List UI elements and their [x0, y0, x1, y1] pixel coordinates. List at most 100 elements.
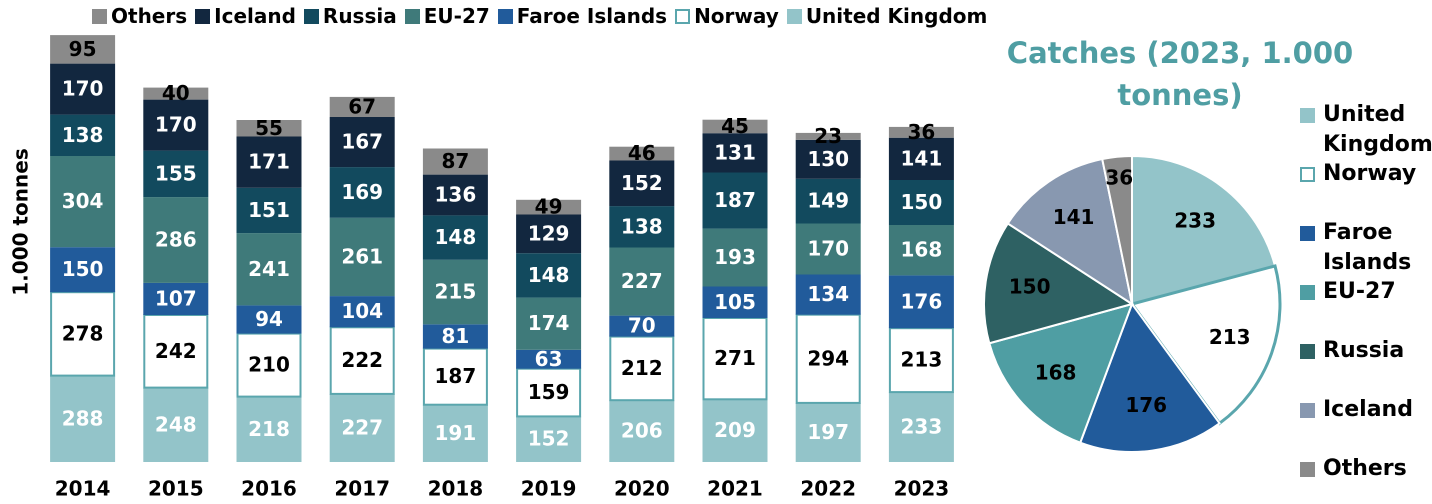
bar-segment	[422, 148, 488, 175]
data-label: 67	[348, 94, 376, 118]
bar-segment	[702, 119, 768, 134]
legend-swatch	[786, 8, 802, 24]
bar-segment	[609, 247, 675, 316]
x-tick-label: 2017	[334, 477, 390, 501]
data-label: 227	[341, 415, 383, 439]
bar-segment	[702, 286, 768, 318]
data-label: 94	[255, 307, 283, 331]
bar-segment	[143, 387, 209, 462]
bar-segment	[329, 393, 395, 462]
bar-segment	[702, 399, 768, 462]
data-label: 278	[62, 321, 104, 345]
legend-item: Faroe Islands	[1300, 218, 1432, 278]
legend-item: Others	[1300, 454, 1432, 484]
x-tick-label: 2019	[521, 477, 577, 501]
legend-label: Faroe Islands	[1323, 220, 1412, 275]
data-label: 167	[341, 130, 383, 154]
bar-segment	[236, 136, 302, 188]
data-label: 149	[807, 189, 849, 213]
data-label: 288	[62, 406, 104, 430]
legend-label: Iceland	[1323, 397, 1413, 422]
data-label: 168	[901, 238, 943, 262]
bar-segment	[795, 223, 861, 275]
bar-segment	[702, 133, 768, 173]
data-label: 248	[155, 412, 197, 436]
data-label: 187	[714, 188, 756, 212]
data-label: 222	[341, 348, 383, 372]
data-label: 150	[62, 257, 104, 281]
data-label: 55	[255, 116, 283, 140]
data-label: 87	[441, 149, 469, 173]
data-label: 49	[535, 195, 563, 219]
bar-segment	[329, 217, 395, 297]
data-label: 152	[621, 171, 663, 195]
legend-swatch	[1300, 462, 1315, 477]
bar-segment	[609, 400, 675, 462]
data-label: 271	[714, 346, 756, 370]
bar-segment	[516, 297, 582, 350]
bar-segment	[236, 233, 302, 306]
data-label: 206	[621, 419, 663, 443]
bar-segment	[888, 225, 954, 276]
bar-segment	[422, 174, 488, 216]
pie-slice	[983, 222, 1135, 345]
bar-segment	[422, 404, 488, 462]
legend-swatch	[303, 8, 319, 24]
data-label: 148	[528, 263, 570, 287]
legend-label: Faroe Islands	[516, 4, 668, 28]
data-label: 130	[807, 147, 849, 171]
data-label: 107	[155, 286, 197, 310]
bar-segment	[516, 253, 582, 298]
pie-slice	[1078, 301, 1221, 453]
data-label: 169	[341, 180, 383, 204]
bar-segment	[888, 126, 954, 138]
data-label: 136	[435, 183, 477, 207]
bar-segment	[702, 317, 768, 401]
data-label: 141	[1053, 205, 1095, 229]
bar-segment	[795, 402, 861, 462]
legend-item: United Kingdom	[1300, 100, 1432, 160]
legend-swatch	[92, 8, 107, 24]
x-tick-label: 2021	[707, 477, 763, 501]
legend-item: Norway	[1300, 159, 1432, 189]
bar-segment	[50, 247, 116, 293]
legend-item: Iceland	[1300, 395, 1432, 425]
data-label: 209	[714, 418, 756, 442]
x-tick-label: 2015	[148, 477, 204, 501]
bar-segment	[143, 87, 209, 100]
bar-segment	[329, 296, 395, 328]
bar-segment	[516, 199, 582, 215]
data-label: 233	[901, 415, 943, 439]
data-label: 174	[528, 311, 570, 335]
data-label: 141	[901, 146, 943, 170]
data-label: 170	[807, 237, 849, 261]
data-label: 134	[807, 282, 849, 306]
bar-segment	[795, 313, 861, 404]
bar-segment	[888, 392, 954, 462]
data-label: 150	[1009, 275, 1051, 299]
x-tick-label: 2020	[614, 477, 670, 501]
bar-segment	[50, 35, 116, 64]
legend: Others Iceland Russia EU-27 Faroe Islands Nor…	[92, 4, 987, 28]
bar-segment	[516, 214, 582, 254]
bar-segment	[422, 347, 488, 406]
legend-swatch	[675, 8, 691, 24]
x-tick-label: 2022	[800, 477, 856, 501]
legend-swatch	[195, 8, 211, 24]
data-label: 304	[62, 189, 104, 213]
legend-swatch	[1300, 108, 1315, 123]
data-label: 138	[62, 123, 104, 147]
bar-segment	[609, 160, 675, 207]
x-tick-label: 2018	[428, 477, 484, 501]
legend-swatch	[1300, 403, 1315, 418]
legend-swatch	[404, 8, 420, 24]
pie-slice	[1131, 154, 1277, 306]
legend-item: EU-27	[404, 4, 490, 28]
legend-label: Russia	[1323, 338, 1405, 363]
bar-segment	[609, 206, 675, 248]
legend-swatch	[497, 8, 513, 24]
legend-item: Iceland	[195, 4, 296, 28]
bar-segment	[50, 114, 116, 156]
bar-segment	[888, 327, 954, 394]
